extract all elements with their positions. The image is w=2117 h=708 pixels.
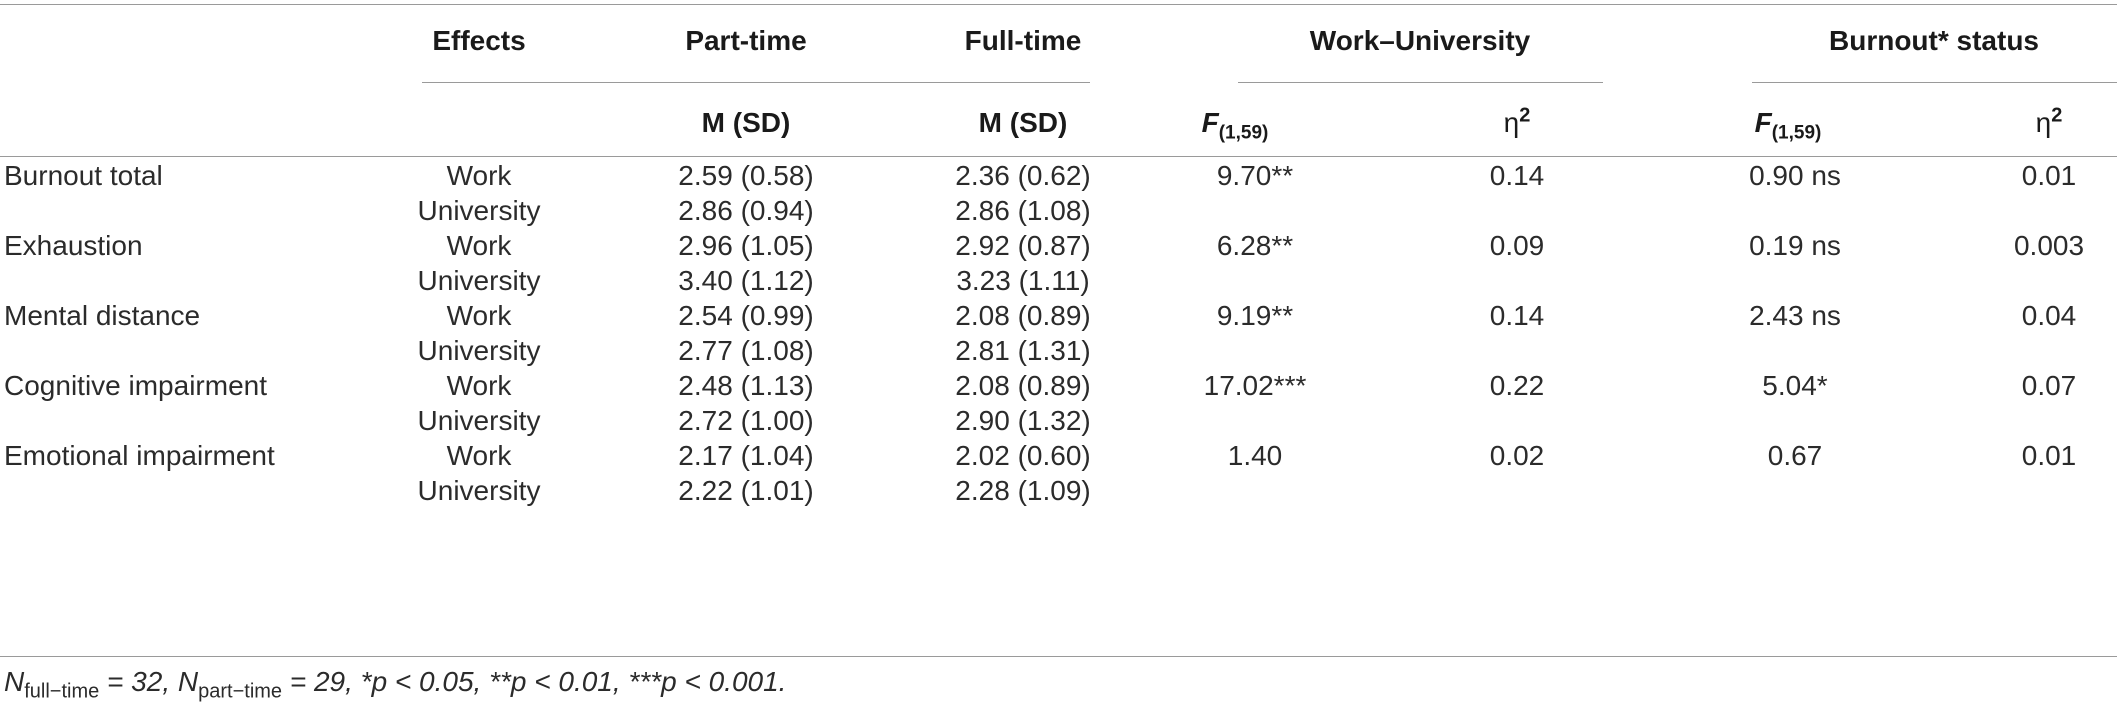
note-part-sub: part−time [198, 680, 283, 703]
eta-superscript: 2 [1519, 104, 1531, 127]
full-time-work-value: 2.92 (0.87) [955, 230, 1091, 261]
effect-label-university: University [417, 475, 541, 506]
table-top-rule [0, 4, 2117, 5]
eta-symbol: η [2035, 107, 2052, 138]
burnout-status-f-value: 0.67 [1767, 440, 1823, 471]
full-time-work-value: 2.08 (0.89) [955, 300, 1091, 331]
part-time-work-value: 2.54 (0.99) [678, 300, 814, 331]
burnout-status-eta-value: 0.04 [2021, 300, 2077, 331]
part-time-work-value: 2.96 (1.05) [678, 230, 814, 261]
note-part-val: = 29, *p < 0.05, **p < 0.01, ***p < 0.00… [282, 666, 787, 697]
f-symbol: F [1201, 107, 1219, 138]
work-university-eta-value: 0.09 [1489, 230, 1545, 261]
burnout-status-eta-value: 0.01 [2021, 160, 2077, 191]
work-university-eta-value: 0.22 [1489, 370, 1545, 401]
effect-label-university: University [417, 405, 541, 436]
eta-symbol: η [1503, 107, 1520, 138]
burnout-status-eta-value: 0.003 [2013, 230, 2085, 261]
header-msd-full-time: M (SD) [978, 107, 1068, 138]
full-time-work-value: 2.36 (0.62) [955, 160, 1091, 191]
effect-label-work: Work [446, 300, 512, 331]
burnout-status-eta-value: 0.01 [2021, 440, 2077, 471]
f-subscript: (1,59) [1218, 122, 1269, 144]
header-msd-part-time: M (SD) [701, 107, 791, 138]
header-effects: Effects [432, 25, 526, 56]
part-time-university-value: 2.86 (0.94) [678, 195, 814, 226]
table-footnote: Nfull−time = 32, Npart−time = 29, *p < 0… [4, 666, 787, 702]
header-part-time: Part-time [685, 25, 807, 56]
work-university-f-value: 9.19** [1216, 300, 1294, 331]
effect-label-university: University [417, 195, 541, 226]
work-university-eta-value: 0.02 [1489, 440, 1545, 471]
header-bs-eta-squared: η2 [2036, 106, 2063, 140]
effect-label-work: Work [446, 440, 512, 471]
part-time-university-value: 3.40 (1.12) [678, 265, 814, 296]
f-symbol: F [1754, 107, 1772, 138]
burnout-status-eta-value: 0.07 [2021, 370, 2077, 401]
full-time-university-value: 2.28 (1.09) [955, 475, 1091, 506]
header-full-time: Full-time [964, 25, 1082, 56]
note-full-val: = 32, [99, 666, 178, 697]
work-university-eta-value: 0.14 [1489, 300, 1545, 331]
full-time-university-value: 2.86 (1.08) [955, 195, 1091, 226]
full-time-work-value: 2.02 (0.60) [955, 440, 1091, 471]
effect-label-university: University [417, 265, 541, 296]
effects-group-rule [422, 82, 1090, 83]
work-university-group-rule [1238, 82, 1603, 83]
header-work-university: Work–University [1309, 25, 1531, 56]
row-label: Emotional impairment [4, 440, 275, 471]
note-full-sub: full−time [24, 680, 100, 703]
note-n: N [4, 666, 25, 697]
f-subscript: (1,59) [1771, 122, 1822, 144]
effect-label-work: Work [446, 370, 512, 401]
part-time-university-value: 2.22 (1.01) [678, 475, 814, 506]
burnout-status-f-value: 0.19 ns [1749, 230, 1841, 261]
work-university-f-value: 1.40 [1227, 440, 1283, 471]
burnout-status-group-rule [1752, 82, 2117, 83]
part-time-university-value: 2.77 (1.08) [678, 335, 814, 366]
row-label: Cognitive impairment [4, 370, 267, 401]
part-time-work-value: 2.59 (0.58) [678, 160, 814, 191]
effect-label-work: Work [446, 230, 512, 261]
work-university-f-value: 9.70** [1216, 160, 1294, 191]
table-bottom-rule [0, 656, 2117, 657]
effect-label-university: University [417, 335, 541, 366]
header-bottom-rule [0, 156, 2117, 157]
header-burnout-status: Burnout* status [1829, 25, 2039, 56]
burnout-status-f-value: 2.43 ns [1749, 300, 1841, 331]
row-label: Exhaustion [4, 230, 143, 261]
header-bs-f-stat: F(1,59) [1754, 106, 1822, 143]
note-n: N [177, 666, 199, 697]
full-time-work-value: 2.08 (0.89) [955, 370, 1091, 401]
full-time-university-value: 2.90 (1.32) [955, 405, 1091, 436]
burnout-status-f-value: 0.90 ns [1749, 160, 1841, 191]
part-time-work-value: 2.17 (1.04) [678, 440, 814, 471]
row-label: Burnout total [4, 160, 163, 191]
full-time-university-value: 3.23 (1.11) [956, 265, 1090, 296]
eta-superscript: 2 [2051, 104, 2063, 127]
header-wu-f-stat: F(1,59) [1201, 106, 1269, 143]
effect-label-work: Work [446, 160, 512, 191]
part-time-university-value: 2.72 (1.00) [678, 405, 814, 436]
full-time-university-value: 2.81 (1.31) [955, 335, 1091, 366]
part-time-work-value: 2.48 (1.13) [678, 370, 814, 401]
burnout-status-f-value: 5.04* [1762, 370, 1828, 401]
row-label: Mental distance [4, 300, 201, 331]
work-university-f-value: 6.28** [1216, 230, 1294, 261]
work-university-f-value: 17.02*** [1203, 370, 1307, 401]
header-wu-eta-squared: η2 [1504, 106, 1531, 140]
work-university-eta-value: 0.14 [1489, 160, 1545, 191]
